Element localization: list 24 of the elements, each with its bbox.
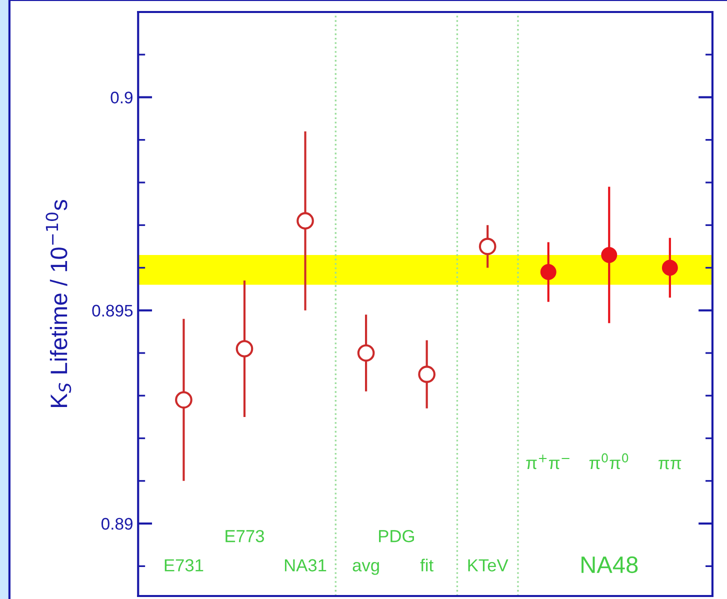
point bbox=[296, 212, 314, 230]
point bbox=[175, 391, 192, 409]
point bbox=[478, 238, 496, 256]
x-tick-label: π$^{+}$π$^{−}$ bbox=[526, 454, 570, 470]
x-tick-label: E731 bbox=[164, 559, 204, 572]
point bbox=[540, 264, 556, 280]
y-axis-title: K$_{S}$ Lifetime / 10$^{−10}$s bbox=[46, 200, 72, 408]
point bbox=[662, 260, 678, 276]
x-tick-label: avg bbox=[352, 562, 379, 575]
x-tick-label: π$^{0}$π$^{0}$ bbox=[589, 453, 628, 470]
y-tick-label: 0.895 bbox=[92, 304, 133, 317]
y-tick-label: 0.89 bbox=[101, 518, 132, 530]
x-tick-label: fit bbox=[420, 558, 434, 572]
x-tick-label: E773 bbox=[226, 530, 264, 542]
x-tick-label: ππ bbox=[658, 460, 682, 470]
annotation: NA48 bbox=[582, 556, 638, 574]
annotation: PDG bbox=[379, 530, 414, 542]
point bbox=[357, 344, 375, 362]
point bbox=[601, 246, 618, 263]
y-tick-label: 0.9 bbox=[110, 92, 132, 104]
point bbox=[236, 340, 254, 358]
x-tick-label: NA31 bbox=[284, 559, 326, 572]
x-tick-label: KTeV bbox=[468, 559, 508, 572]
point bbox=[418, 366, 436, 384]
